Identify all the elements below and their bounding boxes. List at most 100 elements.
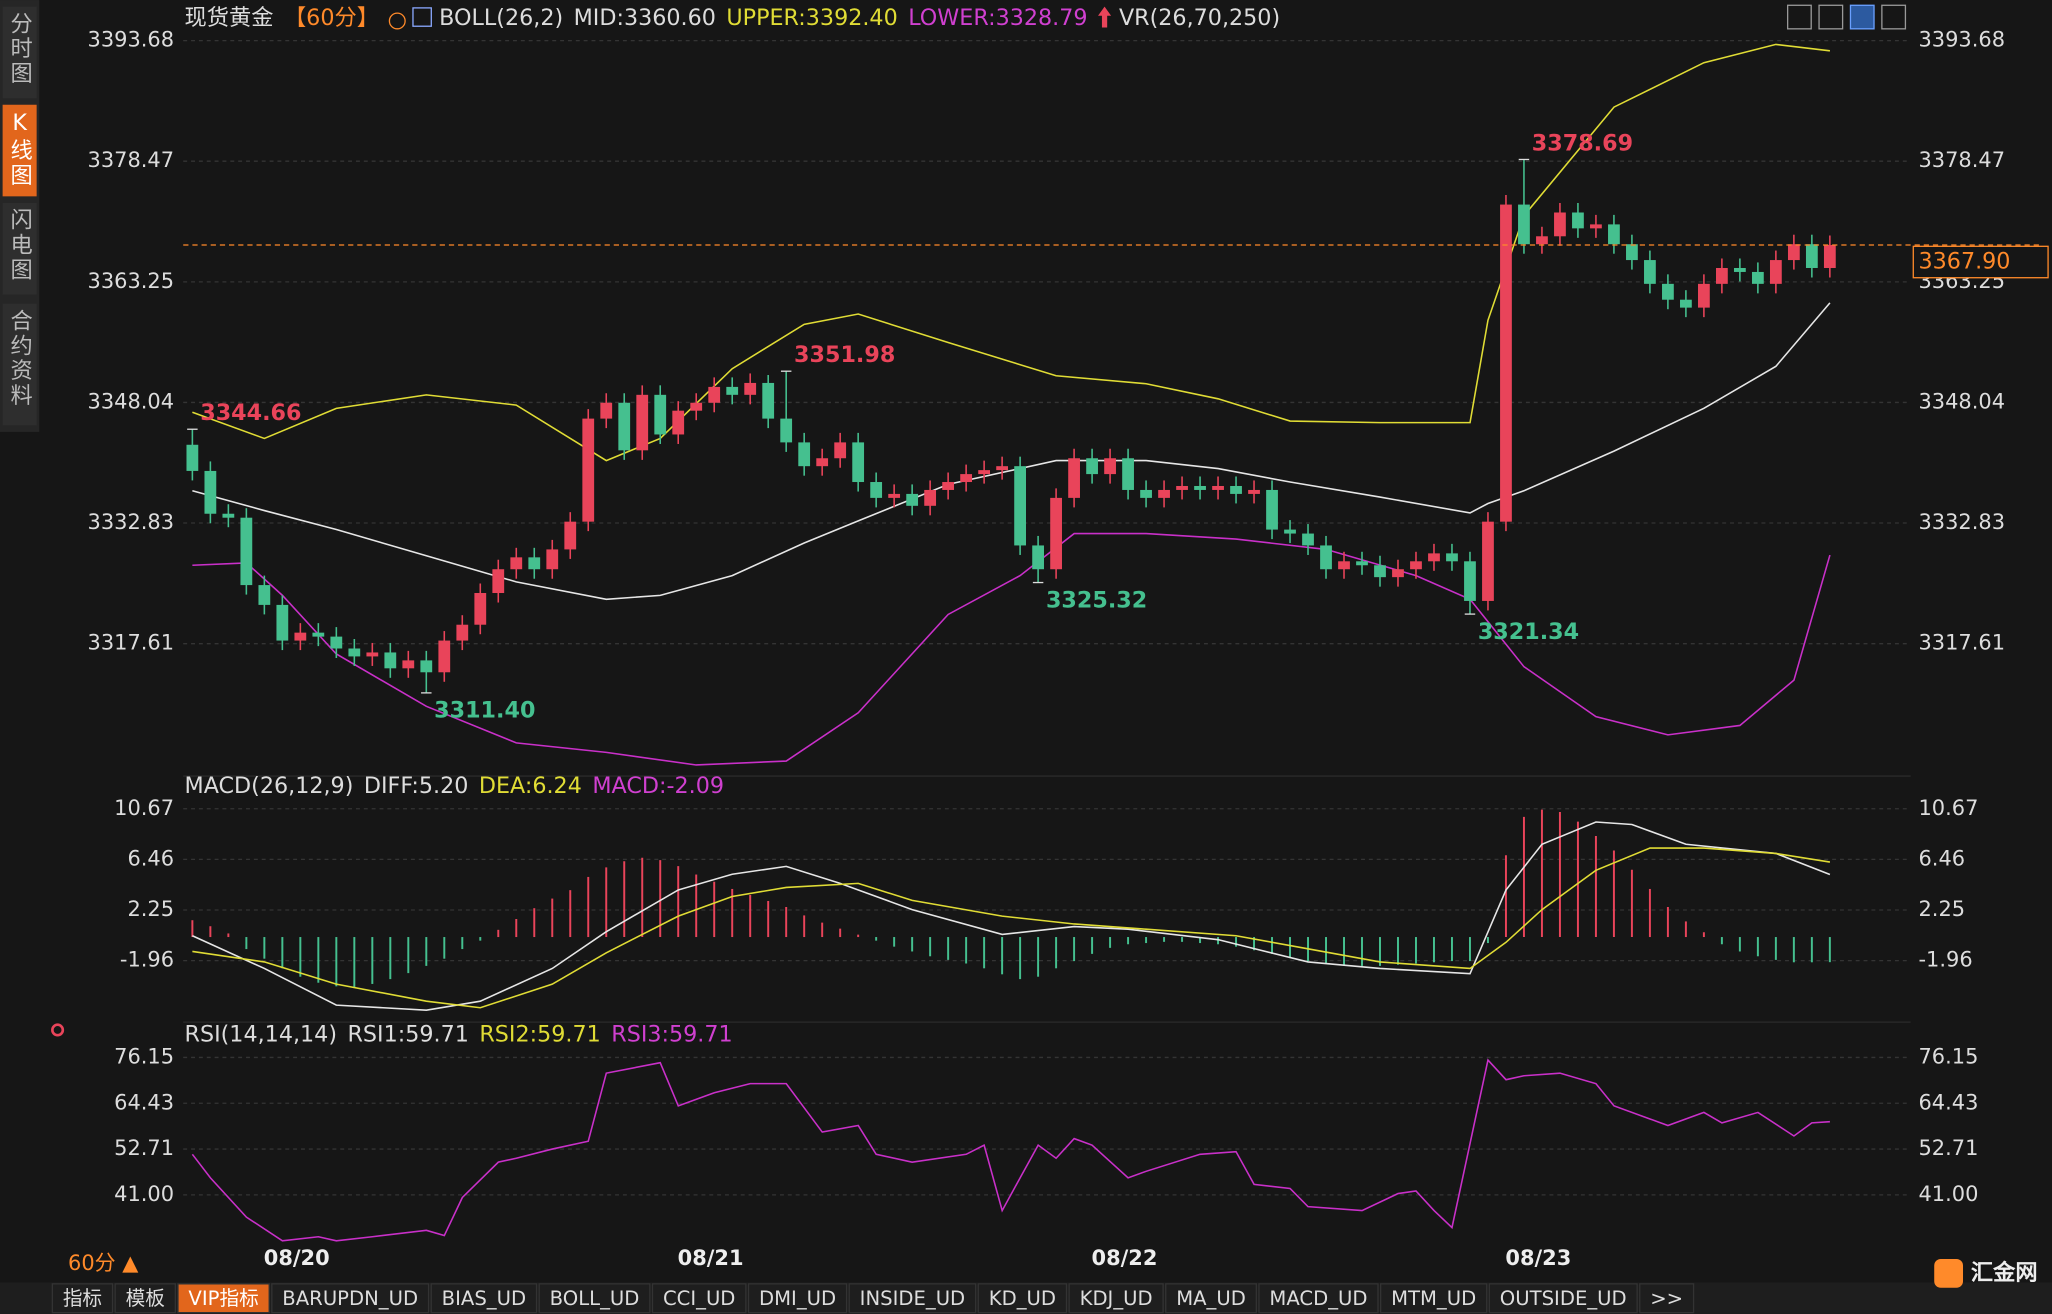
- candle-body: [1680, 299, 1692, 308]
- candle-body: [1302, 533, 1314, 546]
- bottom-tab[interactable]: [1165, 1283, 1257, 1314]
- sidebar-tab[interactable]: [2, 303, 37, 426]
- bottom-tab[interactable]: [271, 1283, 430, 1314]
- y-tick-label: 41.00: [1919, 1182, 1979, 1206]
- tool-button[interactable]: [1786, 4, 1812, 30]
- candle-body: [1356, 561, 1368, 566]
- bottom-tab[interactable]: [538, 1283, 651, 1314]
- y-tick-label: 3378.47: [88, 148, 175, 172]
- bottom-tab[interactable]: [1639, 1283, 1695, 1314]
- bottom-tab-label[interactable]: KD_UD: [989, 1287, 1056, 1310]
- candle-body: [384, 652, 397, 669]
- x-tick-label: 08/23: [1505, 1246, 1571, 1270]
- bottom-tab[interactable]: [1379, 1283, 1488, 1314]
- sidebar-tab[interactable]: [2, 104, 37, 197]
- candle-body: [672, 410, 685, 435]
- indicator-label: MACD(26,12,9): [185, 773, 354, 799]
- add-icon: [388, 12, 406, 30]
- settings-icon[interactable]: [51, 1023, 65, 1037]
- candle-body: [1194, 485, 1206, 490]
- bottom-tab-label[interactable]: CCI_UD: [663, 1287, 735, 1310]
- candle-body: [1733, 267, 1746, 272]
- tool-button[interactable]: [1849, 4, 1875, 30]
- x-tick-label: 08/21: [678, 1246, 744, 1270]
- sidebar-tab[interactable]: [2, 202, 37, 295]
- bottom-tab-label[interactable]: 模板: [126, 1287, 165, 1310]
- bottom-tab-label[interactable]: INSIDE_UD: [860, 1287, 966, 1310]
- bottom-tab-label[interactable]: DMI_UD: [759, 1287, 836, 1310]
- y-tick-label: 3317.61: [1919, 631, 2006, 655]
- candle-body: [1050, 497, 1062, 570]
- indicator-label: DIFF:5.20: [364, 773, 469, 799]
- candle-body: [1338, 561, 1350, 570]
- candle-body: [1392, 569, 1404, 578]
- candle-body: [834, 442, 847, 459]
- candle-body: [420, 660, 433, 673]
- bottom-tab[interactable]: [747, 1283, 848, 1314]
- bottom-tab[interactable]: [51, 1283, 114, 1314]
- candle-body: [978, 470, 991, 475]
- bottom-tab-label[interactable]: KDJ_UD: [1080, 1287, 1153, 1310]
- sidebar-tab-label[interactable]: 合约资料: [7, 308, 33, 408]
- toolbar: [1786, 4, 1907, 30]
- indicator-line: [192, 43, 1831, 462]
- y-tick-label: 41.00: [114, 1182, 174, 1206]
- candle-body: [1446, 553, 1458, 562]
- indicator-label: RSI3:59.71: [611, 1022, 732, 1048]
- period-selector[interactable]: 60分 ▲: [68, 1251, 139, 1275]
- bottom-tab[interactable]: [430, 1283, 538, 1314]
- candle-body: [600, 402, 613, 419]
- bottom-tab-label[interactable]: BIAS_UD: [442, 1287, 526, 1310]
- bottom-tab-label[interactable]: 指标: [63, 1287, 102, 1310]
- bottom-tab[interactable]: [1258, 1283, 1379, 1314]
- logo: 汇金网: [1971, 1259, 2038, 1286]
- bottom-tab[interactable]: [114, 1283, 176, 1314]
- candle-body: [1805, 244, 1818, 268]
- extreme-label: 3325.32: [1046, 587, 1147, 613]
- candle-body: [1086, 458, 1098, 475]
- candle-body: [1266, 489, 1278, 530]
- bottom-tab-label[interactable]: MACD_UD: [1269, 1287, 1367, 1310]
- indicator-label: RSI1:59.71: [347, 1022, 468, 1048]
- tool-button[interactable]: [1881, 4, 1907, 30]
- bottom-tab-label[interactable]: MTM_UD: [1391, 1287, 1476, 1310]
- y-tick-label: 3317.61: [88, 631, 175, 655]
- candle-body: [402, 660, 415, 669]
- sidebar-tab-label[interactable]: 闪电图: [7, 208, 33, 283]
- candle-body: [1248, 489, 1260, 494]
- bottom-tab-label[interactable]: >>: [1650, 1287, 1683, 1310]
- candle-body: [1284, 529, 1296, 534]
- candle-body: [1787, 244, 1800, 261]
- candle-body: [708, 386, 721, 403]
- sidebar-tab-label[interactable]: 分时图: [7, 11, 33, 86]
- tool-button[interactable]: [1818, 4, 1844, 30]
- candle-body: [348, 648, 361, 657]
- y-tick-label: 64.43: [1919, 1090, 1979, 1114]
- candle-body: [870, 482, 883, 498]
- bottom-tab[interactable]: [1488, 1283, 1638, 1314]
- bottom-tab[interactable]: [848, 1283, 977, 1314]
- bottom-tab[interactable]: [651, 1283, 747, 1314]
- bottom-tab[interactable]: [1068, 1283, 1164, 1314]
- bottom-tab[interactable]: [977, 1283, 1068, 1314]
- candle-body: [474, 593, 487, 625]
- bottom-tab[interactable]: [177, 1283, 270, 1314]
- bottom-tab-label[interactable]: VIP指标: [188, 1287, 258, 1310]
- bottom-tab-label[interactable]: MA_UD: [1176, 1287, 1246, 1310]
- candle-body: [1644, 260, 1656, 284]
- indicator-label: DEA:6.24: [479, 773, 582, 799]
- sidebar-tab-label[interactable]: K线图: [7, 110, 33, 188]
- y-tick-label: 6.46: [1919, 846, 1966, 870]
- y-tick-label: 6.46: [127, 846, 174, 870]
- bottom-tab-label[interactable]: OUTSIDE_UD: [1500, 1287, 1627, 1310]
- bottom-tab-label[interactable]: BOLL_UD: [550, 1287, 640, 1310]
- candle-body: [582, 418, 595, 522]
- sidebar-tab[interactable]: [2, 6, 37, 99]
- x-tick-label: 08/20: [264, 1246, 330, 1270]
- candle-body: [438, 640, 451, 673]
- candle-body: [1410, 561, 1422, 570]
- candle-body: [294, 632, 307, 641]
- bottom-tab-label[interactable]: BARUPDN_UD: [282, 1287, 418, 1310]
- candle-body: [924, 489, 937, 506]
- y-tick-label: 52.71: [1919, 1136, 1979, 1160]
